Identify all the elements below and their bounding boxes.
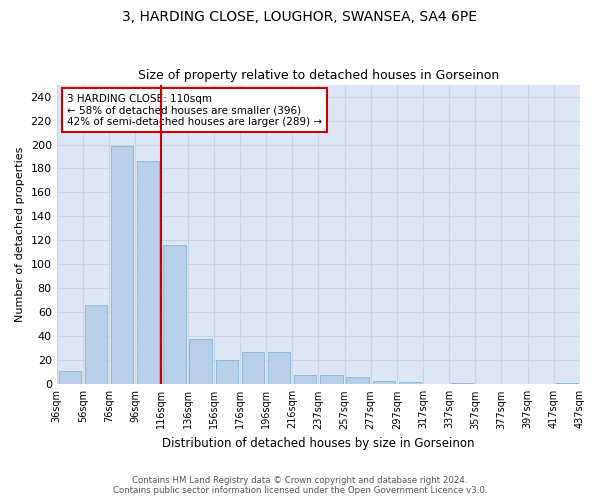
Bar: [59, 371, 81, 384]
Bar: [85, 305, 107, 384]
Bar: [111, 146, 133, 384]
Text: Contains HM Land Registry data © Crown copyright and database right 2024.
Contai: Contains HM Land Registry data © Crown c…: [113, 476, 487, 495]
Bar: [137, 162, 160, 384]
Bar: [451, 383, 473, 384]
Bar: [373, 380, 395, 384]
Title: Size of property relative to detached houses in Gorseinon: Size of property relative to detached ho…: [138, 69, 499, 82]
X-axis label: Distribution of detached houses by size in Gorseinon: Distribution of detached houses by size …: [162, 437, 475, 450]
Bar: [163, 245, 185, 384]
Text: 3 HARDING CLOSE: 110sqm
← 58% of detached houses are smaller (396)
42% of semi-d: 3 HARDING CLOSE: 110sqm ← 58% of detache…: [67, 94, 322, 126]
Bar: [399, 382, 421, 384]
Y-axis label: Number of detached properties: Number of detached properties: [15, 146, 25, 322]
Bar: [242, 352, 264, 384]
Bar: [294, 374, 316, 384]
Bar: [268, 352, 290, 384]
Bar: [556, 383, 578, 384]
Bar: [346, 377, 369, 384]
Bar: [320, 374, 343, 384]
Bar: [190, 338, 212, 384]
Text: 3, HARDING CLOSE, LOUGHOR, SWANSEA, SA4 6PE: 3, HARDING CLOSE, LOUGHOR, SWANSEA, SA4 …: [122, 10, 478, 24]
Bar: [215, 360, 238, 384]
